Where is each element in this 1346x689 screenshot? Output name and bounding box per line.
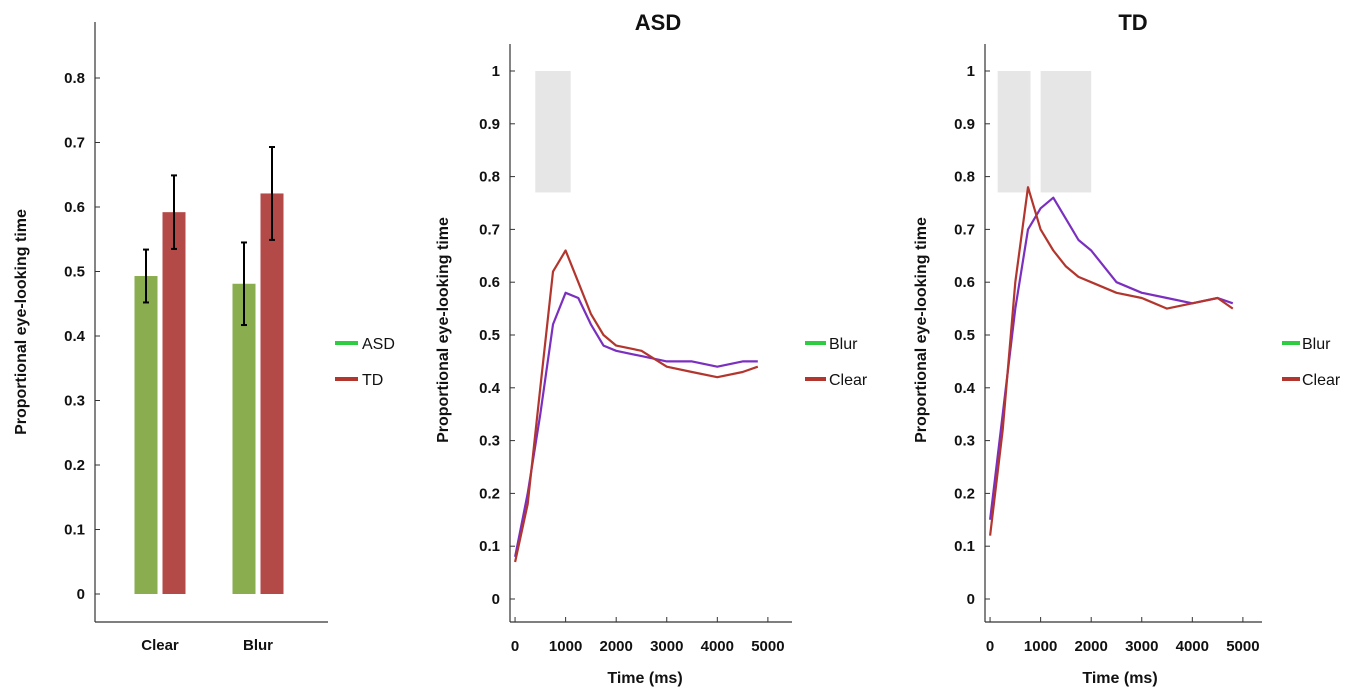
td-y-tick-label: 1 xyxy=(967,63,975,80)
error-bar-group xyxy=(143,146,275,327)
td-title: TD xyxy=(1118,10,1147,35)
bar-y-tick-label: 0.7 xyxy=(64,135,85,152)
td-y-tick-label: 0.4 xyxy=(954,380,976,397)
asd-line-panel: 0 0.1 0.2 0.3 0.4 0.5 0.6 0.7 0.8 0.9 1 0 1000 2000 3… xyxy=(335,10,868,687)
td-y-tick-label: 0.9 xyxy=(954,116,975,133)
bar-y-axis-label: Proportional eye-looking time xyxy=(13,209,30,435)
td-legend-clear-label: Clear xyxy=(1302,372,1341,389)
td-y-tick-label: 0.8 xyxy=(954,169,975,186)
td-x-tick-group: 0 1000 2000 3000 4000 5000 xyxy=(986,617,1260,655)
td-x-tick-label: 5000 xyxy=(1226,638,1259,655)
td-legend: Blur Clear xyxy=(1282,336,1341,389)
bar-y-tick-label: 0.2 xyxy=(64,457,85,474)
asd-y-tick-label: 0.1 xyxy=(479,538,500,555)
td-y-axis-label: Proportional eye-looking time xyxy=(913,217,930,443)
asd-x-tick-label: 4000 xyxy=(701,638,734,655)
asd-x-axis-label: Time (ms) xyxy=(607,670,682,687)
asd-x-tick-group: 0 1000 2000 3000 4000 5000 xyxy=(511,617,785,655)
asd-x-tick-label: 0 xyxy=(511,638,519,655)
asd-y-tick-label: 0.9 xyxy=(479,116,500,133)
bar-y-tick-label: 0.6 xyxy=(64,199,85,216)
asd-y-tick-label: 0.3 xyxy=(479,433,500,450)
bar xyxy=(162,212,186,594)
bar-chart-panel: 0 0.1 0.2 0.3 0.4 0.5 0.6 0.7 0.8 Clear Blur Prop… xyxy=(13,22,328,654)
asd-x-tick-label: 3000 xyxy=(650,638,683,655)
td-y-tick-label: 0 xyxy=(967,591,975,608)
td-x-axis-label: Time (ms) xyxy=(1082,670,1157,687)
legend-td-label: TD xyxy=(362,372,383,389)
bar-y-tick-label: 0.4 xyxy=(64,328,86,345)
td-shaded-intervals xyxy=(997,71,1092,193)
td-x-tick-label: 3000 xyxy=(1125,638,1158,655)
asd-y-tick-label: 0.8 xyxy=(479,169,500,186)
td-y-tick-label: 0.2 xyxy=(954,485,975,502)
asd-x-tick-label: 1000 xyxy=(549,638,582,655)
td-y-tick-label: 0.5 xyxy=(954,327,975,344)
legend-blur-label: Blur xyxy=(829,336,858,353)
asd-shaded-interval xyxy=(535,71,571,193)
td-x-tick-label: 4000 xyxy=(1176,638,1209,655)
td-shaded-interval xyxy=(1040,71,1092,193)
asd-series-group xyxy=(514,249,759,563)
asd-x-tick-label: 5000 xyxy=(751,638,784,655)
asd-y-tick-label: 0 xyxy=(492,591,500,608)
asd-series-line xyxy=(514,249,759,563)
legend-asd-label: ASD xyxy=(362,336,395,353)
td-y-tick-label: 0.7 xyxy=(954,221,975,238)
asd-title: ASD xyxy=(635,10,681,35)
td-x-tick-label: 0 xyxy=(986,638,994,655)
asd-y-tick-label: 1 xyxy=(492,63,500,80)
td-series-line xyxy=(989,196,1234,520)
bar xyxy=(232,283,256,594)
bar-y-tick-label: 0.1 xyxy=(64,522,85,539)
asd-y-axis-label: Proportional eye-looking time xyxy=(435,217,452,443)
bar-y-tick-label: 0.3 xyxy=(64,393,85,410)
asd-x-tick-label: 2000 xyxy=(600,638,633,655)
bar-x-tick-label: Clear xyxy=(141,637,179,654)
asd-legend: ASD TD Blur Clear xyxy=(335,336,868,389)
bar-y-tick-group: 0 0.1 0.2 0.3 0.4 0.5 0.6 0.7 0.8 xyxy=(64,70,100,603)
bar xyxy=(134,276,158,594)
td-y-tick-label: 0.6 xyxy=(954,274,975,291)
asd-y-tick-label: 0.5 xyxy=(479,327,500,344)
td-shaded-interval xyxy=(997,71,1031,193)
asd-y-tick-label: 0.6 xyxy=(479,274,500,291)
bar xyxy=(260,193,284,594)
bar-series-group xyxy=(134,193,284,594)
td-x-tick-label: 1000 xyxy=(1024,638,1057,655)
td-y-tick-group: 0 0.1 0.2 0.3 0.4 0.5 0.6 0.7 0.8 0.9 1 xyxy=(954,63,990,608)
td-y-tick-label: 0.3 xyxy=(954,433,975,450)
legend-clear-label: Clear xyxy=(829,372,868,389)
asd-y-tick-group: 0 0.1 0.2 0.3 0.4 0.5 0.6 0.7 0.8 0.9 1 xyxy=(479,63,515,608)
bar-x-tick-label: Blur xyxy=(243,637,273,654)
asd-y-tick-label: 0.7 xyxy=(479,221,500,238)
bar-y-tick-label: 0.5 xyxy=(64,264,85,281)
bar-y-tick-label: 0.8 xyxy=(64,70,85,87)
asd-y-tick-label: 0.2 xyxy=(479,485,500,502)
asd-series-line xyxy=(514,291,758,558)
asd-shaded-intervals xyxy=(535,71,571,193)
td-line-panel: 0 0.1 0.2 0.3 0.4 0.5 0.6 0.7 0.8 0.9 1 0 1000 2000 3… xyxy=(913,10,1341,687)
asd-y-tick-label: 0.4 xyxy=(479,380,501,397)
bar-x-tick-group: Clear Blur xyxy=(141,637,273,654)
td-y-tick-label: 0.1 xyxy=(954,538,975,555)
td-series-line xyxy=(989,186,1234,536)
bar-y-tick-label: 0 xyxy=(77,586,85,603)
td-series-group xyxy=(989,186,1234,536)
td-x-tick-label: 2000 xyxy=(1075,638,1108,655)
td-legend-blur-label: Blur xyxy=(1302,336,1331,353)
